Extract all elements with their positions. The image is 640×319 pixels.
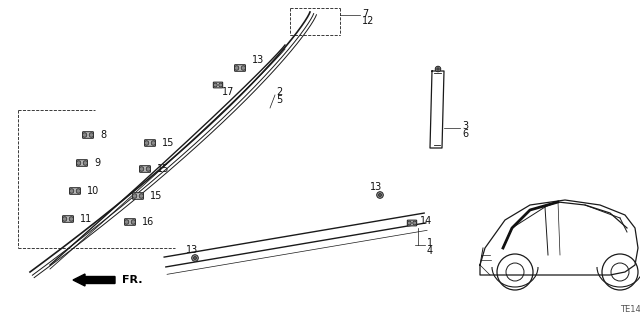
Text: 15: 15: [157, 164, 170, 174]
Circle shape: [146, 167, 150, 171]
FancyBboxPatch shape: [83, 132, 93, 138]
Circle shape: [435, 66, 441, 72]
Circle shape: [192, 255, 198, 261]
Circle shape: [378, 194, 381, 197]
Text: 15: 15: [162, 138, 174, 148]
Circle shape: [193, 256, 196, 259]
FancyBboxPatch shape: [70, 188, 81, 194]
Text: 16: 16: [142, 217, 154, 227]
Circle shape: [131, 220, 136, 224]
Text: 13: 13: [186, 245, 198, 255]
Text: TE14B4210: TE14B4210: [620, 306, 640, 315]
Circle shape: [408, 221, 412, 225]
Circle shape: [69, 217, 74, 221]
FancyBboxPatch shape: [77, 160, 88, 166]
Circle shape: [139, 194, 143, 198]
Text: 17: 17: [222, 87, 234, 97]
FancyBboxPatch shape: [407, 220, 417, 226]
Circle shape: [413, 221, 417, 225]
FancyBboxPatch shape: [235, 65, 245, 71]
Text: 14: 14: [420, 216, 432, 226]
Text: 2: 2: [276, 87, 282, 97]
Circle shape: [213, 83, 217, 87]
Circle shape: [219, 83, 223, 87]
Text: 13: 13: [252, 55, 264, 65]
Circle shape: [145, 141, 149, 145]
Circle shape: [89, 133, 93, 137]
Text: 5: 5: [276, 95, 282, 105]
Text: 15: 15: [150, 191, 163, 201]
Circle shape: [151, 141, 156, 145]
Text: 10: 10: [87, 186, 99, 196]
Circle shape: [76, 161, 81, 165]
Circle shape: [436, 68, 439, 70]
FancyBboxPatch shape: [213, 82, 223, 88]
FancyBboxPatch shape: [125, 219, 136, 225]
Circle shape: [62, 217, 67, 221]
FancyBboxPatch shape: [145, 140, 156, 146]
Text: 12: 12: [362, 16, 374, 26]
Circle shape: [241, 66, 246, 70]
Circle shape: [234, 66, 239, 70]
FancyBboxPatch shape: [63, 216, 74, 222]
Text: 4: 4: [427, 246, 433, 256]
Text: 8: 8: [100, 130, 106, 140]
Text: FR.: FR.: [122, 275, 143, 285]
Circle shape: [83, 133, 87, 137]
Circle shape: [69, 189, 74, 193]
Text: 7: 7: [362, 9, 368, 19]
Circle shape: [140, 167, 144, 171]
Text: 1: 1: [427, 238, 433, 248]
Circle shape: [132, 194, 137, 198]
Circle shape: [76, 189, 81, 193]
FancyBboxPatch shape: [132, 193, 143, 199]
Text: 11: 11: [80, 214, 92, 224]
Text: 3: 3: [462, 121, 468, 131]
FancyBboxPatch shape: [140, 166, 150, 172]
Circle shape: [83, 161, 88, 165]
Circle shape: [377, 192, 383, 198]
FancyArrow shape: [73, 274, 115, 286]
Text: 6: 6: [462, 129, 468, 139]
Circle shape: [124, 220, 129, 224]
Text: 9: 9: [94, 158, 100, 168]
Text: 13: 13: [370, 182, 382, 192]
